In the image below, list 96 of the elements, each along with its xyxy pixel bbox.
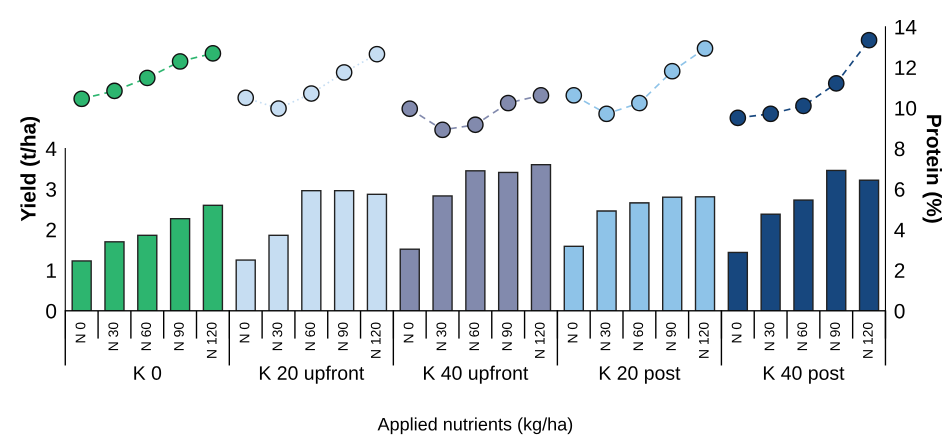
y2-axis-title: Protein (%) [922, 115, 942, 223]
x-tick-label: N 0 [76, 322, 86, 342]
y-tick-label: 1 [46, 263, 56, 278]
point [172, 53, 188, 70]
point [106, 82, 123, 100]
x-tick-label: N 60 [633, 322, 644, 350]
x-tick-label: N 120 [862, 322, 873, 358]
point [532, 87, 550, 104]
x-tick-label: N 90 [666, 322, 676, 350]
point [598, 105, 615, 122]
bar [137, 234, 158, 311]
x-tick-label: N 120 [206, 322, 217, 358]
x-tick-label: N 0 [732, 322, 742, 342]
point [336, 64, 352, 81]
point [631, 94, 648, 112]
y2-tick-label: 2 [894, 263, 904, 278]
bar [432, 195, 453, 311]
y2-tick-label: 0 [894, 304, 905, 319]
bar [728, 252, 748, 311]
point [500, 94, 517, 112]
bar [202, 204, 224, 311]
text: K 20 upfront [260, 366, 364, 384]
point [828, 75, 845, 92]
point [434, 122, 451, 138]
x-tick-label: N 120 [370, 322, 381, 358]
point [795, 98, 812, 114]
point [664, 62, 681, 80]
bar [498, 172, 518, 311]
point [270, 100, 287, 117]
point [204, 45, 222, 62]
x-tick-label: N 60 [797, 322, 808, 350]
point [401, 100, 418, 118]
x-tick-label: N 90 [502, 322, 512, 350]
x-tick-label: N 60 [305, 322, 316, 350]
bar [826, 170, 846, 311]
x-tick-label: N 90 [174, 322, 184, 350]
point [860, 32, 878, 49]
x-tick-label: N 90 [830, 322, 840, 350]
point [302, 85, 320, 102]
bar [400, 248, 420, 311]
x-tick-label: N 30 [764, 322, 774, 350]
x-tick-label: N 0 [568, 322, 578, 342]
x-tick-label: N 30 [272, 322, 282, 350]
bar [694, 196, 716, 311]
bar [793, 199, 814, 311]
x-tick-label: N 120 [534, 322, 545, 358]
y2-tick-label: 14 [895, 20, 916, 34]
y-axis-title: Yield (t/ha) [20, 116, 40, 222]
point [237, 89, 254, 106]
bar [465, 170, 486, 311]
bar [564, 246, 584, 311]
text: K 40 post [764, 366, 844, 384]
bar [662, 196, 682, 311]
bar [858, 179, 880, 311]
y-tick-label: 2 [46, 222, 56, 238]
bar [104, 241, 125, 311]
x-tick-label: N 0 [240, 322, 250, 342]
y2-tick-label: 8 [894, 142, 904, 156]
point [368, 46, 386, 62]
text: K 20 post [600, 366, 680, 384]
bar [301, 190, 322, 311]
y-tick-label: 0 [46, 304, 56, 319]
point [73, 90, 90, 108]
x-tick-label: N 120 [698, 322, 709, 358]
x-tick-label: N 30 [600, 322, 610, 350]
bar [629, 202, 650, 311]
y2-tick-label: 10 [895, 100, 916, 116]
point [138, 70, 156, 86]
x-axis-title: Applied nutrients (kg/ha) [378, 417, 572, 434]
text: K 40 upfront [424, 366, 528, 384]
point [467, 116, 484, 134]
x-tick-label: N 60 [469, 322, 480, 350]
point [565, 87, 582, 104]
y-tick-label: 4 [46, 142, 56, 156]
x-tick-label: N 0 [404, 322, 414, 342]
bar [170, 218, 190, 311]
y-tick-label: 3 [46, 182, 56, 197]
y2-tick-label: 4 [894, 222, 905, 238]
bar [236, 259, 256, 311]
bar [760, 214, 781, 311]
point [729, 110, 746, 126]
y2-tick-label: 6 [894, 182, 904, 197]
bar [268, 234, 289, 311]
bar [366, 194, 388, 311]
x-tick-label: N 90 [338, 322, 348, 350]
x-tick-label: N 60 [141, 322, 152, 350]
point [762, 105, 779, 122]
bar [530, 164, 552, 311]
x-tick-label: N 30 [108, 322, 118, 350]
text: K 0 [134, 366, 162, 380]
x-tick-label: N 30 [436, 322, 446, 350]
bar [596, 210, 617, 311]
bar [334, 190, 354, 311]
y2-tick-label: 12 [895, 60, 916, 75]
bar [71, 260, 92, 311]
point [696, 40, 714, 57]
